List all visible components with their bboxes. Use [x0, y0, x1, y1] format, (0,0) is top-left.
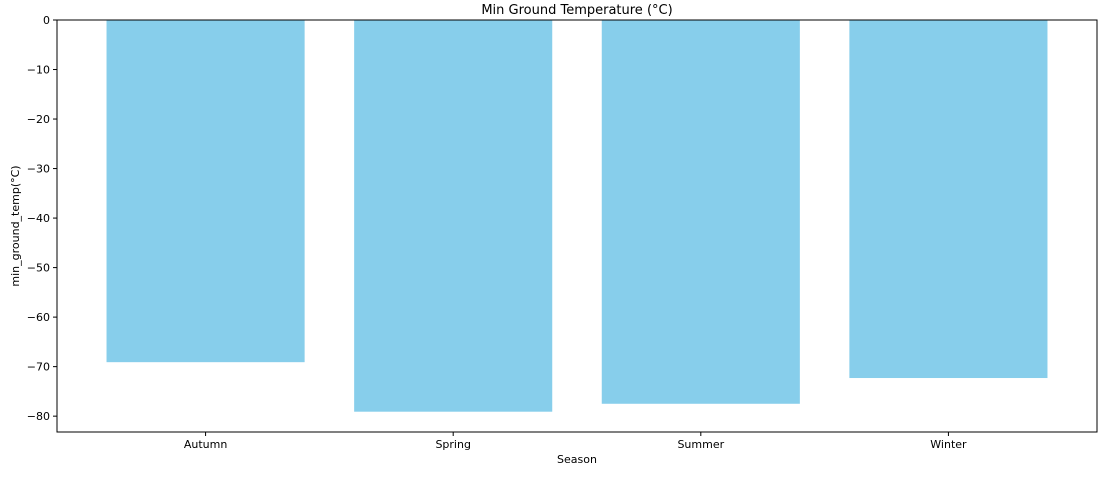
- y-tick-label: −60: [27, 311, 50, 324]
- y-tick-label: −50: [27, 262, 50, 275]
- y-axis-label: min_ground_temp(°C): [9, 165, 22, 286]
- y-tick-label: −10: [27, 64, 50, 77]
- y-tick-label: −30: [27, 163, 50, 176]
- bar-winter: [849, 20, 1048, 379]
- x-axis: Autumn Spring Summer Winter: [184, 432, 967, 451]
- plot-frame: [56, 19, 1098, 433]
- x-tick-label: Summer: [677, 438, 724, 451]
- y-tick-label: −40: [27, 212, 50, 225]
- x-tick-label: Winter: [930, 438, 967, 451]
- x-tick-label: Spring: [435, 438, 471, 451]
- y-tick-label: −80: [27, 410, 50, 423]
- chart-title: Min Ground Temperature (°C): [481, 3, 672, 18]
- bar-spring: [354, 20, 553, 412]
- bar-autumn: [106, 20, 305, 363]
- y-tick-label: −70: [27, 361, 50, 374]
- y-axis: 0 −10 −20 −30 −40 −50 −60 −70 −80: [27, 14, 57, 423]
- y-tick-label: −20: [27, 113, 50, 126]
- bars-group: [106, 20, 1048, 412]
- x-axis-label: Season: [557, 453, 597, 466]
- y-tick-label: 0: [43, 14, 50, 27]
- x-tick-label: Autumn: [184, 438, 227, 451]
- bar-summer: [601, 20, 800, 404]
